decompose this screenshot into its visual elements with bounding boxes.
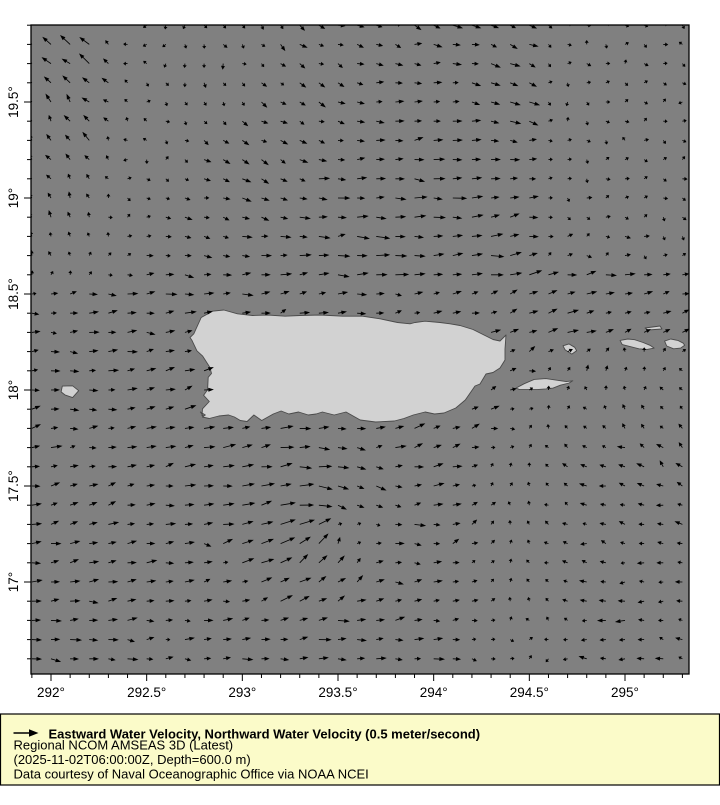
svg-text:292°: 292° <box>37 685 65 700</box>
svg-text:Data courtesy of Naval Oceanog: Data courtesy of Naval Oceanographic Off… <box>14 767 369 782</box>
svg-text:19.5°: 19.5° <box>6 86 21 118</box>
svg-text:293.5°: 293.5° <box>318 685 357 700</box>
svg-text:17.5°: 17.5° <box>6 470 21 502</box>
svg-text:295°: 295° <box>611 685 639 700</box>
svg-text:19°: 19° <box>6 188 21 208</box>
svg-text:Regional NCOM AMSEAS 3D (Lates: Regional NCOM AMSEAS 3D (Latest) <box>14 738 234 753</box>
svg-text:294.5°: 294.5° <box>510 685 549 700</box>
svg-text:293°: 293° <box>228 685 256 700</box>
svg-text:(2025-11-02T06:00:00Z, Depth=6: (2025-11-02T06:00:00Z, Depth=600.0 m) <box>14 752 251 767</box>
svg-text:18.5°: 18.5° <box>6 278 21 310</box>
svg-text:17°: 17° <box>6 572 21 592</box>
svg-text:294°: 294° <box>420 685 448 700</box>
svg-text:292.5°: 292.5° <box>127 685 166 700</box>
svg-text:18°: 18° <box>6 380 21 400</box>
